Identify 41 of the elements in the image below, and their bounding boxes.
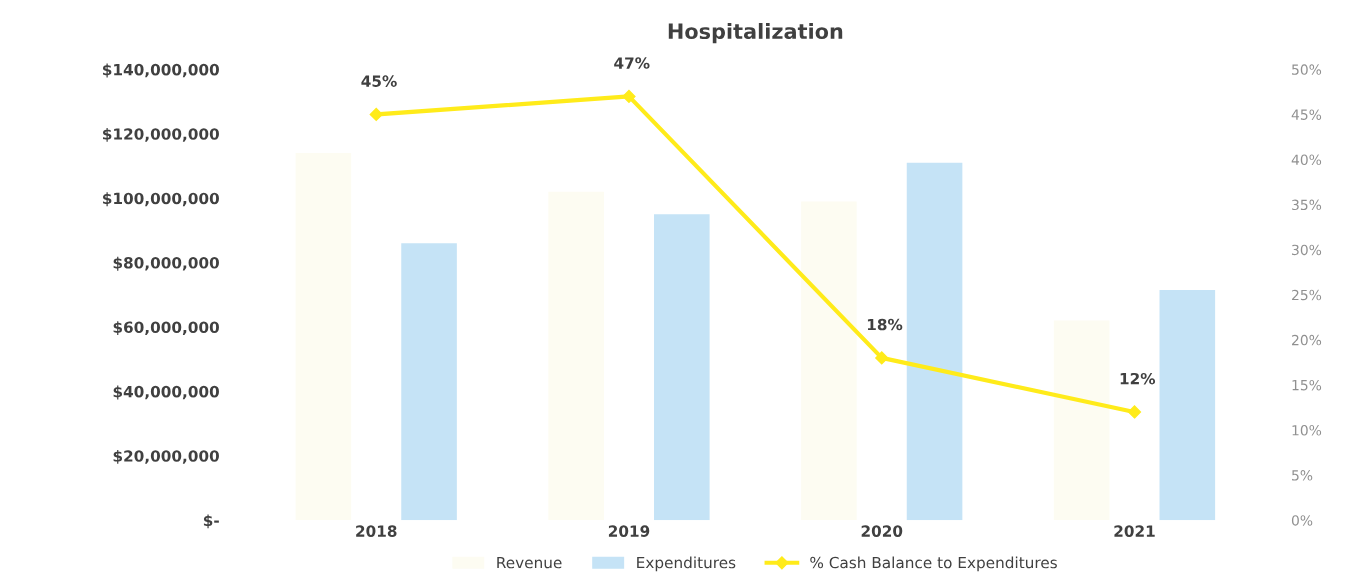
bar bbox=[1053, 320, 1110, 521]
bar bbox=[1159, 289, 1216, 521]
y2-tick-label: 25% bbox=[1292, 289, 1322, 301]
bar bbox=[401, 243, 457, 521]
x-tick-label: 2020 bbox=[861, 525, 903, 537]
y2-tick-label: 15% bbox=[1292, 379, 1322, 391]
y-tick-label: $120,000,000 bbox=[102, 127, 219, 142]
y2-tick-label: 35% bbox=[1292, 199, 1322, 211]
bar bbox=[654, 214, 710, 521]
x-tick-label: 2019 bbox=[608, 525, 650, 537]
legend-label: Revenue bbox=[497, 556, 562, 569]
point bbox=[1127, 405, 1142, 419]
x-tick-label: 2018 bbox=[356, 525, 397, 537]
bar bbox=[801, 201, 857, 521]
legend-label: % Cash Balance to Expenditures bbox=[810, 556, 1057, 572]
y-tick-label: $40,000,000 bbox=[113, 385, 219, 400]
y-tick-label: $- bbox=[203, 514, 219, 529]
y2-tick-label: 20% bbox=[1292, 334, 1322, 346]
data-label: 45% bbox=[361, 75, 397, 87]
data-label: 47% bbox=[614, 57, 650, 69]
y2-tick-label: 30% bbox=[1292, 244, 1322, 256]
y2-tick-label: 10% bbox=[1292, 425, 1322, 436]
y2-tick-label: 50% bbox=[1292, 64, 1322, 75]
data-label: 18% bbox=[867, 318, 903, 331]
legend-label: Expenditures bbox=[637, 556, 736, 572]
point bbox=[369, 107, 383, 122]
y-tick-label: $80,000,000 bbox=[113, 256, 219, 271]
data-label: 12% bbox=[1120, 372, 1156, 385]
point bbox=[875, 351, 889, 365]
chart-title: Hospitalization bbox=[668, 22, 843, 44]
y2-tick-label: 45% bbox=[1291, 109, 1322, 120]
y-tick-label: $60,000,000 bbox=[113, 321, 219, 336]
point bbox=[622, 89, 636, 103]
y-tick-label: $100,000,000 bbox=[102, 192, 219, 207]
y2-tick-label: 40% bbox=[1291, 154, 1322, 165]
y-tick-label: $140,000,000 bbox=[102, 63, 219, 78]
x-tick-label: 2021 bbox=[1114, 525, 1155, 537]
bar bbox=[906, 162, 963, 521]
y-tick-label: $20,000,000 bbox=[113, 449, 219, 464]
y2-tick-label: 0% bbox=[1291, 515, 1313, 526]
y2-tick-label: 5% bbox=[1292, 470, 1313, 481]
